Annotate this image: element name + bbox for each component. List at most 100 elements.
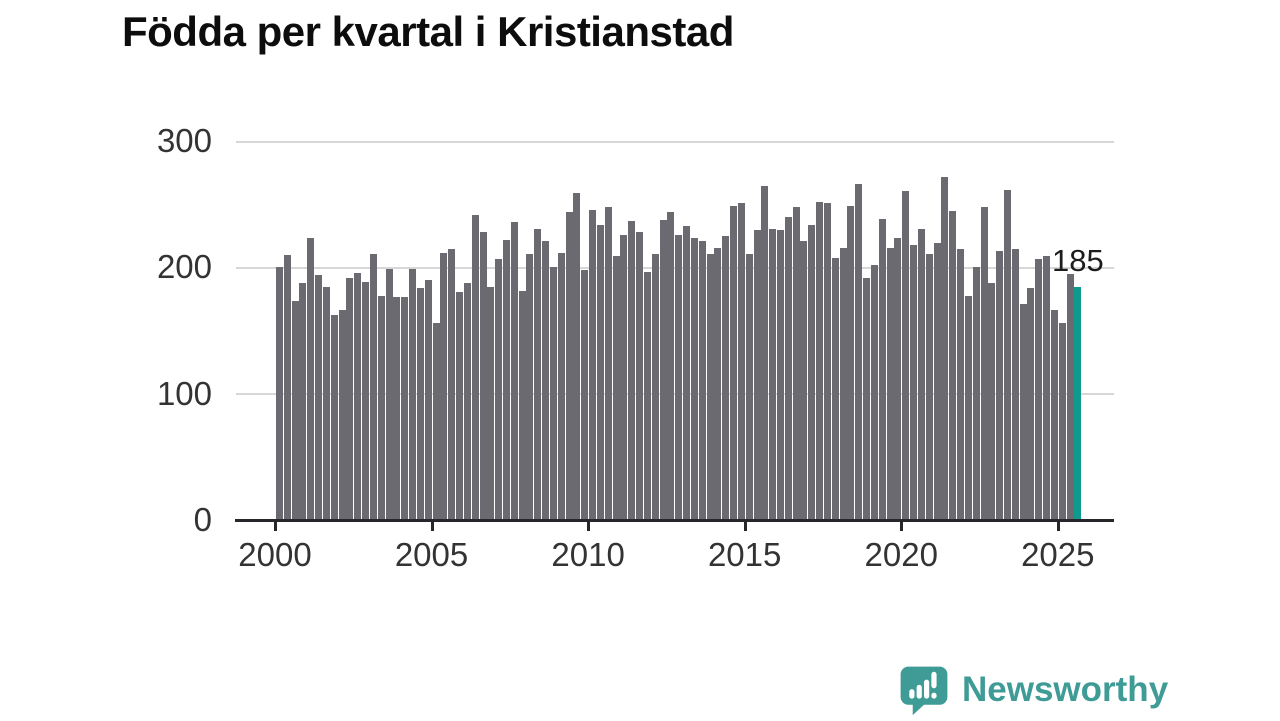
bar (745, 253, 753, 521)
bar (565, 212, 573, 521)
bar (659, 219, 667, 521)
bar (675, 234, 683, 521)
bar (730, 205, 738, 521)
bar (534, 228, 542, 521)
bar (385, 269, 393, 521)
x-tick-label-2005: 2005 (394, 536, 469, 573)
x-tick-label-2020: 2020 (864, 536, 938, 573)
bar (1011, 248, 1019, 521)
bar (1066, 274, 1074, 521)
x-tick-2015 (743, 522, 747, 531)
bar (792, 207, 800, 521)
bar (683, 226, 691, 521)
gridline-200 (236, 266, 1114, 269)
bar (651, 253, 659, 521)
newsworthy-logo-text: Newsworthy (962, 670, 1169, 709)
bar (330, 314, 338, 521)
bar (549, 266, 557, 521)
bar (557, 252, 565, 521)
bar (902, 190, 910, 521)
bar (416, 288, 424, 521)
bar (643, 271, 651, 521)
bar (283, 255, 291, 521)
last-value-label: 185 (1052, 243, 1104, 278)
bar (980, 207, 988, 521)
bar (886, 247, 894, 521)
bar (440, 252, 448, 521)
bar (369, 253, 377, 521)
bar (487, 286, 495, 521)
bar (776, 229, 784, 521)
bar (479, 232, 487, 521)
bar (925, 253, 933, 521)
x-tick-label-2000: 2000 (238, 536, 312, 573)
bar (628, 221, 636, 521)
bar (518, 290, 526, 521)
bar (596, 224, 604, 521)
bar (448, 248, 456, 521)
bar (1004, 189, 1011, 521)
bar (808, 224, 816, 521)
bar (823, 203, 831, 521)
bar (456, 291, 464, 521)
bar (377, 295, 385, 521)
bar (769, 228, 777, 521)
bar (933, 242, 941, 521)
bar (894, 237, 902, 521)
bar (354, 272, 362, 521)
x-tick-label-2010: 2010 (551, 536, 625, 573)
bar (362, 281, 370, 521)
x-tick-2025 (1056, 522, 1060, 531)
bar (949, 210, 957, 521)
bar-highlighted (1074, 286, 1082, 521)
y-tick-label-100: 100 (156, 375, 212, 412)
bar (831, 257, 839, 521)
x-tick-2000 (274, 522, 277, 531)
bar (964, 295, 972, 521)
bar (847, 205, 855, 521)
bar (996, 251, 1004, 521)
bar (424, 280, 432, 521)
x-tick-2020 (900, 522, 904, 531)
bar (910, 245, 918, 521)
bar (276, 266, 283, 521)
bar (291, 300, 299, 521)
bar (972, 266, 980, 521)
bar (706, 253, 714, 521)
bar (863, 277, 871, 521)
bar (1035, 258, 1043, 521)
bar (581, 270, 589, 521)
bar (941, 176, 949, 521)
bar (761, 185, 769, 521)
bar (1019, 304, 1027, 521)
bar (1050, 309, 1058, 521)
bar (299, 282, 307, 521)
bar (432, 323, 440, 521)
newsworthy-speech-bubble-chart-icon (898, 664, 950, 716)
chart-title: Födda per kvartal i Kristianstad (122, 8, 734, 55)
gridline-300 (236, 140, 1114, 143)
bar (988, 282, 996, 521)
bar (870, 265, 878, 521)
y-tick-label-200: 200 (156, 248, 212, 285)
newsworthy-logo: Newsworthy (898, 664, 1168, 716)
bar (542, 241, 550, 521)
bar (855, 184, 863, 521)
bar (957, 248, 965, 521)
bar (393, 296, 401, 521)
bar (463, 282, 471, 521)
bar (471, 214, 479, 521)
y-tick-label-300: 300 (156, 122, 212, 159)
bar (714, 247, 722, 521)
gridline-100 (236, 393, 1114, 396)
bar (307, 237, 315, 521)
bar (526, 253, 534, 521)
bar (1043, 256, 1051, 521)
bar (409, 269, 417, 521)
bar (667, 212, 675, 521)
bar (800, 241, 808, 521)
bar (753, 229, 761, 521)
bar (878, 218, 886, 521)
bar (338, 309, 346, 521)
bar (784, 217, 792, 521)
